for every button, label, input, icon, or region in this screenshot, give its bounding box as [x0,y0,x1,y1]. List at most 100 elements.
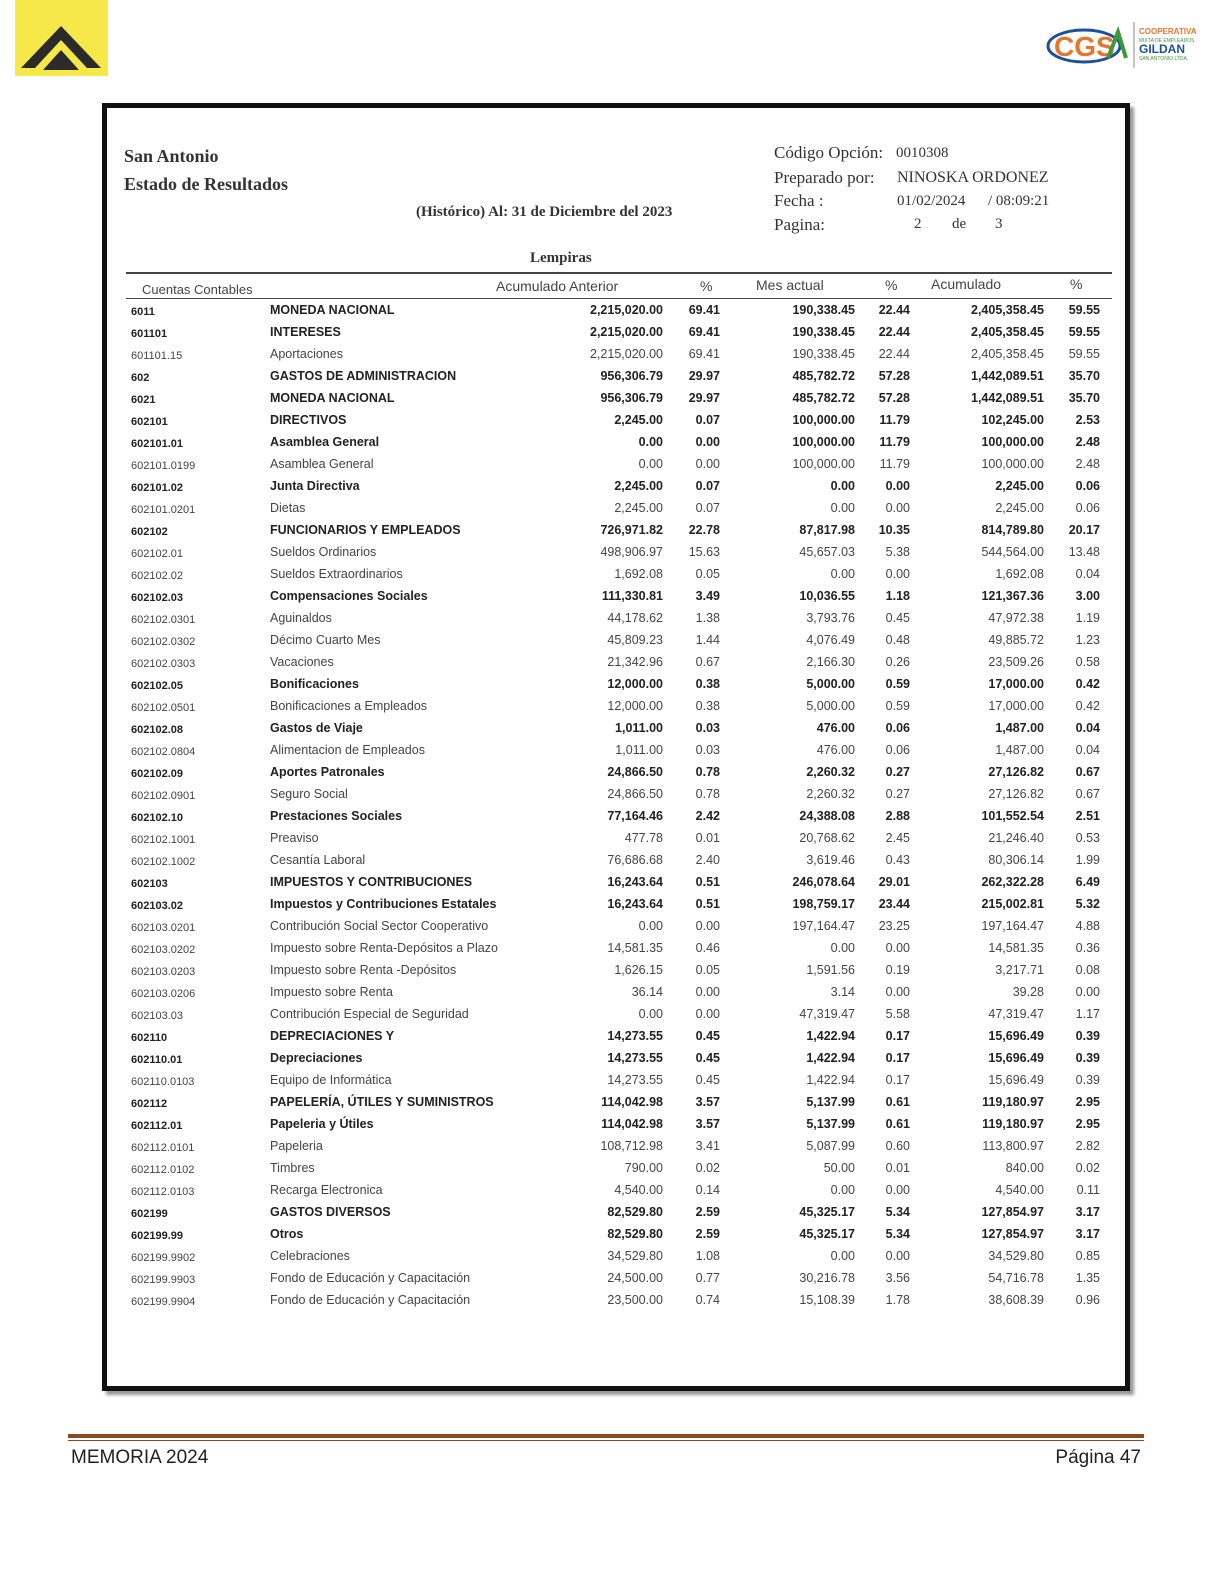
account-code: 602102 [131,526,168,538]
acumulado-anterior: 82,529.80 [607,1227,663,1241]
mes-actual: 190,338.45 [792,303,855,317]
account-name: Impuesto sobre Renta [270,985,393,999]
acumulado-anterior: 44,178.62 [607,611,663,625]
mes-actual: 2,260.32 [806,765,855,779]
account-code: 602101 [131,416,168,428]
pct-anterior: 0.74 [695,1293,720,1307]
account-code: 602102.0901 [131,790,196,802]
pct-mes: 11.79 [879,413,910,427]
pct-mes: 23.25 [878,919,910,933]
pct-acumulado: 2.48 [1075,457,1100,471]
pct-anterior: 3.41 [695,1139,720,1153]
pct-mes: 2.88 [885,809,910,823]
acumulado-anterior: 1,011.00 [615,721,663,735]
mes-actual: 20,768.62 [799,831,855,845]
account-name: Contribución Social Sector Cooperativo [270,919,489,933]
acumulado-anterior: 23,500.00 [607,1293,663,1307]
mes-actual: 5,087.99 [806,1139,855,1153]
pct-anterior: 0.45 [695,1051,720,1065]
report-title: Estado de Resultados [124,174,289,194]
account-code: 602199.9904 [131,1296,196,1308]
account-name: Recarga Electronica [270,1183,383,1197]
mes-actual: 197,164.47 [792,919,855,933]
account-code: 6021 [131,394,156,406]
acumulado-anterior: 12,000.00 [607,677,663,691]
mes-actual: 2,260.32 [806,787,855,801]
pct-anterior: 1.44 [695,633,720,647]
pct-acumulado: 1.19 [1075,611,1100,625]
pagina-label: Pagina: [774,215,825,234]
table-row: 602102.01 Sueldos Ordinarios 498,906.97 15.… [0,542,1224,564]
pct-acumulado: 0.42 [1075,699,1100,713]
pct-mes: 0.61 [885,1117,910,1131]
pct-mes: 0.06 [885,743,910,757]
acumulado: 17,000.00 [988,699,1044,713]
acumulado: 23,509.26 [988,655,1044,669]
mes-actual: 100,000.00 [792,435,855,449]
account-code: 602110 [131,1032,168,1044]
footer-title: MEMORIA 2024 [71,1447,209,1468]
table-row: 602110.01 Depreciaciones 14,273.55 0.45 1,42… [0,1048,1224,1070]
mes-actual: 45,657.03 [799,545,855,559]
mes-actual: 15,108.39 [799,1293,855,1307]
hora-value: / 08:09:21 [988,193,1050,209]
account-code: 602110.01 [131,1054,183,1066]
mes-actual: 100,000.00 [792,413,855,427]
acumulado-anterior: 24,866.50 [607,787,663,801]
mes-actual: 476.00 [816,743,855,757]
header-rule-bottom [126,298,1112,299]
acumulado: 27,126.82 [988,787,1044,801]
table-row: 602101.0199 Asamblea General 0.00 0.00 100,0… [0,454,1224,476]
acumulado-anterior: 111,330.81 [601,589,663,603]
account-code: 602112.0103 [131,1186,195,1198]
pct-acumulado: 13.48 [1068,545,1100,559]
col-mes-actual: Mes actual [756,277,824,293]
table-row: 602103.03 Contribución Especial de Seguri… [0,1004,1224,1026]
pct-mes: 23.44 [878,897,910,911]
acumulado: 100,000.00 [981,435,1044,449]
pct-mes: 10.35 [878,523,910,537]
table-row: 602112.01 Papeleria y Útiles 114,042.98 3.5… [0,1114,1224,1136]
pct-acumulado: 2.95 [1075,1117,1100,1131]
pct-mes: 0.45 [885,611,910,625]
account-name: Sueldos Extraordinarios [270,567,403,581]
acumulado: 49,885.72 [988,633,1044,647]
svg-text:SAN ANTONIO LTDA.: SAN ANTONIO LTDA. [1139,56,1188,62]
account-code: 602102.10 [131,812,183,824]
mes-actual: 1,422.94 [806,1073,855,1087]
acumulado: 27,126.82 [988,765,1044,779]
pct-anterior: 3.57 [695,1095,720,1109]
table-row: 602102.0301 Aguinaldos 44,178.62 1.38 3,793.… [0,608,1224,630]
account-code: 602103.0203 [131,966,196,978]
acumulado-anterior: 1,011.00 [615,743,663,757]
table-row: 602102.10 Prestaciones Sociales 77,164.46 2… [0,806,1224,828]
pct-acumulado: 4.88 [1075,919,1100,933]
pct-acumulado: 0.67 [1075,787,1100,801]
acumulado-anterior: 4,540.00 [614,1183,663,1197]
acumulado: 14,581.35 [988,941,1044,955]
account-code: 602102.0303 [131,658,196,670]
pct-anterior: 0.00 [695,1007,720,1021]
acumulado-anterior: 14,273.55 [607,1073,663,1087]
pct-acumulado: 2.51 [1075,809,1100,823]
svg-text:COOPERATIVA: COOPERATIVA [1139,27,1197,36]
pct-anterior: 69.41 [688,325,720,339]
acumulado-anterior: 114,042.98 [601,1117,663,1131]
pct-anterior: 2.40 [695,853,720,867]
mes-actual: 2,166.30 [806,655,855,669]
pct-acumulado: 1.23 [1075,633,1100,647]
pct-anterior: 2.59 [695,1227,720,1241]
account-code: 602110.0103 [131,1076,195,1088]
pct-anterior: 0.07 [695,479,720,493]
pct-mes: 22.44 [878,325,910,339]
pct-anterior: 69.41 [688,347,720,361]
chevron-logo-icon [21,26,101,70]
account-code: 6011 [131,306,155,318]
pct-acumulado: 0.96 [1075,1293,1100,1307]
pct-anterior: 2.59 [695,1205,720,1219]
acumulado-anterior: 2,245.00 [614,413,663,427]
table-row: 602102.03 Compensaciones Sociales 111,330.… [0,586,1224,608]
account-code: 602101.02 [131,482,183,494]
pct-mes: 0.00 [885,1183,910,1197]
page-number: Página 47 [1055,1447,1141,1468]
